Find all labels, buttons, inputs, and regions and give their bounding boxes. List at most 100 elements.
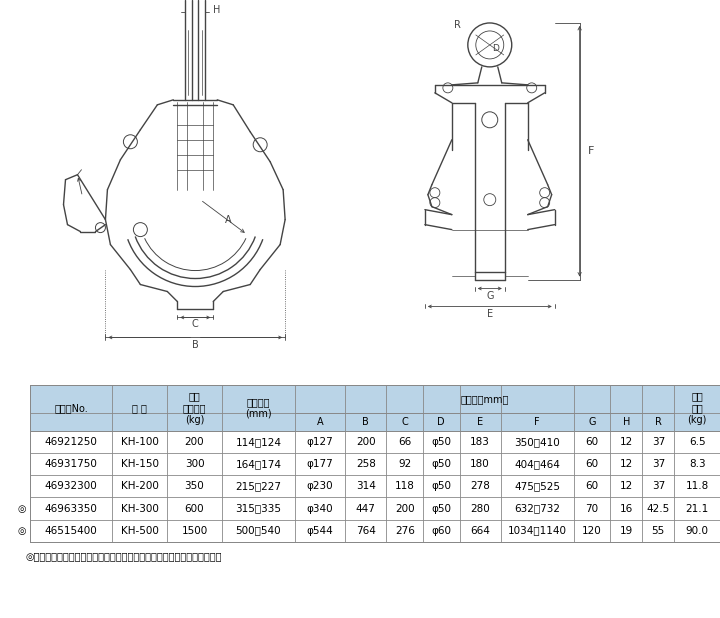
Text: 12: 12: [620, 459, 633, 469]
Text: 46515400: 46515400: [45, 526, 97, 536]
Text: 200: 200: [395, 504, 415, 514]
Text: 215～227: 215～227: [235, 481, 282, 491]
Bar: [30, 385, 720, 541]
Text: 90.0: 90.0: [685, 526, 708, 536]
Text: 500～540: 500～540: [235, 526, 282, 536]
Text: 製品
質量
(kg): 製品 質量 (kg): [688, 392, 707, 425]
Text: 114～124: 114～124: [235, 438, 282, 447]
Text: G: G: [588, 417, 596, 427]
Text: KH-150: KH-150: [121, 459, 158, 469]
Text: B: B: [362, 417, 369, 427]
Text: A: A: [317, 417, 323, 427]
Text: ◎: ◎: [17, 504, 26, 514]
Text: 180: 180: [470, 459, 490, 469]
Bar: [30, 431, 720, 541]
Text: 314: 314: [356, 481, 376, 491]
Text: 寸　法（mm）: 寸 法（mm）: [461, 394, 509, 404]
Text: 60: 60: [585, 459, 598, 469]
Text: ◎: ◎: [17, 526, 26, 536]
Text: 60: 60: [585, 438, 598, 447]
Text: 600: 600: [185, 504, 204, 514]
Text: 37: 37: [652, 438, 665, 447]
Text: 46963350: 46963350: [45, 504, 98, 514]
Text: 46921250: 46921250: [45, 438, 98, 447]
Text: 1034～1140: 1034～1140: [508, 526, 567, 536]
Text: 1500: 1500: [181, 526, 207, 536]
Text: C: C: [192, 320, 199, 329]
Text: 118: 118: [395, 481, 415, 491]
Bar: [30, 385, 720, 431]
Text: A: A: [225, 214, 232, 224]
Text: B: B: [192, 341, 199, 350]
Text: G: G: [486, 292, 493, 302]
Text: 8.3: 8.3: [689, 459, 706, 469]
Text: φ177: φ177: [307, 459, 333, 469]
Text: 664: 664: [470, 526, 490, 536]
Text: 278: 278: [470, 481, 490, 491]
Text: C: C: [401, 417, 408, 427]
Text: φ50: φ50: [431, 459, 451, 469]
Text: 6.5: 6.5: [689, 438, 706, 447]
Text: 200: 200: [185, 438, 204, 447]
Text: 632～732: 632～732: [514, 504, 560, 514]
Text: 19: 19: [620, 526, 633, 536]
Text: D: D: [492, 44, 499, 53]
Text: 21.1: 21.1: [685, 504, 708, 514]
Text: 55: 55: [652, 526, 665, 536]
Text: 164～174: 164～174: [235, 459, 282, 469]
Text: 120: 120: [582, 526, 602, 536]
Text: 92: 92: [398, 459, 411, 469]
Text: 11.8: 11.8: [685, 481, 708, 491]
Text: 42.5: 42.5: [647, 504, 670, 514]
Text: 適用寸法
(mm): 適用寸法 (mm): [246, 397, 271, 419]
Text: φ127: φ127: [307, 438, 333, 447]
Text: 70: 70: [585, 504, 598, 514]
Text: φ60: φ60: [431, 526, 451, 536]
Text: D: D: [438, 417, 445, 427]
Text: 200: 200: [356, 438, 376, 447]
Text: KH-200: KH-200: [121, 481, 158, 491]
Text: 350: 350: [184, 481, 204, 491]
Text: 12: 12: [620, 481, 633, 491]
Text: 315～335: 315～335: [235, 504, 282, 514]
Text: 183: 183: [470, 438, 490, 447]
Text: F: F: [534, 417, 540, 427]
Text: ◎印は受注生産品：価格、納期についてはその都度お問い合わせ下さい。: ◎印は受注生産品：価格、納期についてはその都度お問い合わせ下さい。: [25, 551, 222, 561]
Text: 276: 276: [395, 526, 415, 536]
Text: KH-500: KH-500: [121, 526, 158, 536]
Text: 16: 16: [620, 504, 633, 514]
Text: φ230: φ230: [307, 481, 333, 491]
Text: 300: 300: [185, 459, 204, 469]
Text: 60: 60: [585, 481, 598, 491]
Text: E: E: [487, 310, 493, 320]
Text: H: H: [213, 5, 220, 15]
Text: φ544: φ544: [307, 526, 333, 536]
Text: 最大
使用荷重
(kg): 最大 使用荷重 (kg): [183, 392, 206, 425]
Text: 46931750: 46931750: [45, 459, 98, 469]
Text: 404～464: 404～464: [514, 459, 560, 469]
Text: 37: 37: [652, 481, 665, 491]
Text: 475～525: 475～525: [514, 481, 560, 491]
Text: 37: 37: [652, 459, 665, 469]
Text: H: H: [623, 417, 630, 427]
Text: 12: 12: [620, 438, 633, 447]
Text: φ50: φ50: [431, 504, 451, 514]
Text: φ340: φ340: [307, 504, 333, 514]
Text: φ50: φ50: [431, 438, 451, 447]
Text: 46932300: 46932300: [45, 481, 97, 491]
Text: KH-300: KH-300: [121, 504, 158, 514]
Text: 型 式: 型 式: [132, 403, 147, 413]
Text: 447: 447: [356, 504, 376, 514]
Text: φ50: φ50: [431, 481, 451, 491]
Text: 258: 258: [356, 459, 376, 469]
Text: R: R: [454, 20, 462, 30]
Text: 764: 764: [356, 526, 376, 536]
Text: KH-100: KH-100: [121, 438, 158, 447]
Text: F: F: [588, 146, 594, 156]
Text: 280: 280: [470, 504, 490, 514]
Text: R: R: [655, 417, 662, 427]
Text: 350～410: 350～410: [514, 438, 560, 447]
Text: E: E: [477, 417, 483, 427]
Text: 66: 66: [398, 438, 411, 447]
Text: コードNo.: コードNo.: [54, 403, 88, 413]
